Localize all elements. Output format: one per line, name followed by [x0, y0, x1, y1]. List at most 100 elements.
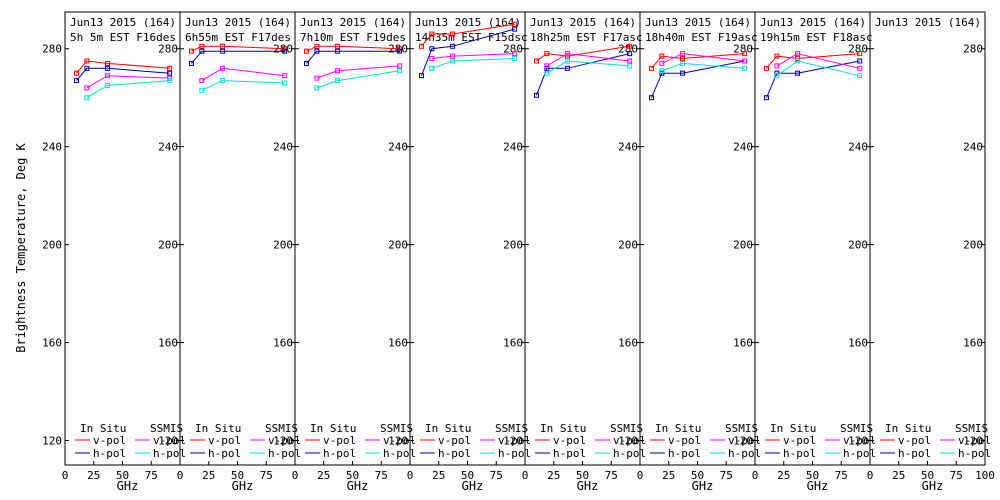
- data-point: [534, 92, 539, 98]
- data-point: [680, 70, 686, 76]
- y-tick-label: 200: [158, 239, 178, 252]
- panel-time-label: 19h15m EST F18asc: [760, 31, 873, 44]
- data-point: [565, 58, 571, 64]
- legend-label: h-pol: [208, 447, 241, 460]
- y-tick-label: 160: [158, 337, 178, 350]
- data-point: [764, 95, 769, 101]
- series-line: [421, 28, 515, 76]
- series-line: [776, 60, 860, 77]
- x-tick-label: 50: [806, 469, 819, 482]
- series-line: [191, 50, 285, 64]
- x-tick-label: 0: [867, 469, 874, 482]
- data-point: [795, 51, 801, 57]
- x-tick-label: 25: [662, 469, 675, 482]
- data-point: [397, 48, 403, 54]
- data-point: [512, 51, 518, 57]
- data-point: [659, 68, 665, 74]
- legend-insitu-header: In Situ: [195, 422, 241, 435]
- series-line: [766, 60, 860, 98]
- data-point: [220, 65, 226, 71]
- legend-insitu-header: In Situ: [540, 422, 586, 435]
- data-point: [84, 65, 90, 71]
- legend-insitu-header: In Situ: [80, 422, 126, 435]
- legend-ssmis-header: SSMIS: [610, 422, 643, 435]
- data-point: [857, 73, 863, 79]
- data-point: [189, 60, 194, 66]
- data-point: [429, 56, 435, 62]
- panel-time-label: 5h 5m EST F16des: [70, 31, 176, 44]
- data-point: [450, 31, 456, 37]
- data-point: [742, 58, 748, 64]
- legend-label: h-pol: [268, 447, 301, 460]
- data-point: [282, 48, 288, 54]
- data-point: [565, 51, 571, 57]
- data-point: [774, 63, 780, 69]
- legend-label: h-pol: [783, 447, 816, 460]
- x-axis-label: GHz: [577, 479, 599, 493]
- data-point: [335, 43, 341, 49]
- data-point: [627, 51, 633, 57]
- series-line: [316, 70, 400, 89]
- x-tick-label: 75: [720, 469, 733, 482]
- x-tick-label: 75: [835, 469, 848, 482]
- x-tick-label: 50: [921, 469, 934, 482]
- y-tick-label: 200: [963, 239, 983, 252]
- legend-label: v-pol: [438, 434, 471, 447]
- x-tick-label: 50: [231, 469, 244, 482]
- data-point: [742, 65, 748, 71]
- y-tick-label: 280: [733, 43, 753, 56]
- x-tick-label: 75: [260, 469, 273, 482]
- y-tick-label: 120: [963, 435, 983, 448]
- y-tick-label: 120: [733, 435, 753, 448]
- data-point: [335, 78, 341, 84]
- x-tick-label: 100: [975, 469, 995, 482]
- x-tick-label: 25: [892, 469, 905, 482]
- data-point: [680, 56, 686, 62]
- x-tick-label: 0: [637, 469, 644, 482]
- x-tick-label: 75: [145, 469, 158, 482]
- data-point: [74, 70, 79, 76]
- panel-time-label: 6h55m EST F17des: [185, 31, 291, 44]
- y-tick-label: 240: [618, 141, 638, 154]
- x-tick-label: 0: [292, 469, 299, 482]
- legend-ssmis-header: SSMIS: [380, 422, 413, 435]
- data-point: [199, 43, 205, 49]
- y-tick-label: 200: [273, 239, 293, 252]
- data-point: [857, 51, 863, 57]
- legend-label: v-pol: [323, 434, 356, 447]
- data-point: [167, 78, 173, 84]
- series-line: [661, 53, 745, 64]
- panel-5: Jun13 2015 (164) 18h25m EST F17asc 120 160 2…: [522, 12, 646, 493]
- data-point: [534, 58, 539, 64]
- legend-label: v-pol: [898, 434, 931, 447]
- legend-ssmis-header: SSMIS: [150, 422, 183, 435]
- y-tick-label: 160: [963, 337, 983, 350]
- data-point: [764, 65, 769, 71]
- y-tick-label: 240: [388, 141, 408, 154]
- data-point: [774, 53, 780, 59]
- data-point: [429, 65, 435, 71]
- data-point: [544, 70, 550, 76]
- x-tick-label: 75: [490, 469, 503, 482]
- y-tick-label-left: 280: [42, 43, 62, 56]
- data-point: [74, 78, 79, 84]
- y-tick-label: 280: [618, 43, 638, 56]
- legend-label: v-pol: [208, 434, 241, 447]
- y-tick-label: 160: [618, 337, 638, 350]
- y-tick-label: 280: [503, 43, 523, 56]
- data-point: [397, 68, 403, 74]
- data-point: [649, 95, 654, 101]
- legend-label: h-pol: [898, 447, 931, 460]
- data-point: [314, 48, 320, 54]
- panel-4: Jun13 2015 (164)14h35m EST F15dsc1201602…: [407, 12, 531, 493]
- data-point: [199, 87, 205, 93]
- x-tick-label: 50: [116, 469, 129, 482]
- legend-label: v-pol: [153, 434, 186, 447]
- y-tick-label: 120: [618, 435, 638, 448]
- data-point: [795, 58, 801, 64]
- series-line: [76, 67, 170, 81]
- data-point: [397, 63, 403, 69]
- data-point: [544, 63, 550, 69]
- data-point: [544, 51, 550, 57]
